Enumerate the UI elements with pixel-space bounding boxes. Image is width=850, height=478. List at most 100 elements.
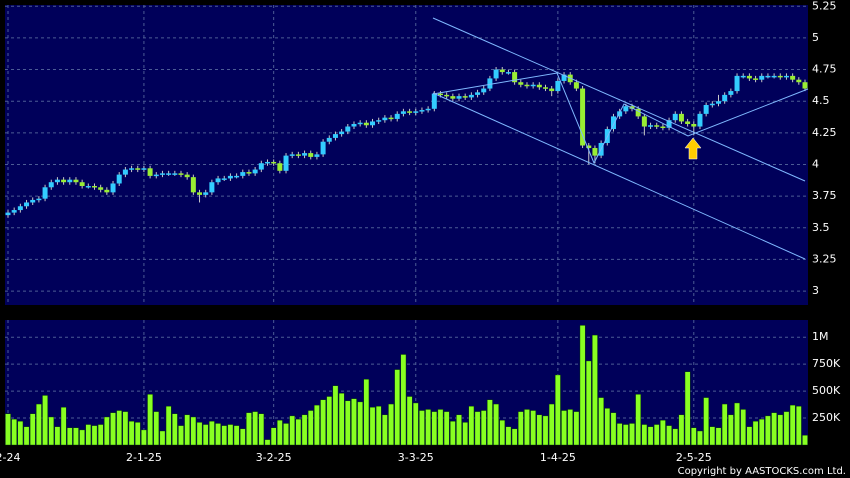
volume-bar — [765, 415, 771, 446]
volume-bar — [579, 325, 586, 446]
y-tick-label: 4.75 — [812, 63, 837, 76]
volume-bar — [462, 422, 468, 446]
volume-bar — [375, 406, 382, 446]
candle-body — [475, 92, 481, 95]
volume-bar — [623, 424, 629, 446]
volume-bar — [66, 427, 73, 446]
x-tick-label: 1-4-25 — [540, 451, 576, 464]
candle-body — [753, 78, 759, 80]
y-tick-label: 750K — [812, 357, 841, 370]
candle-body — [672, 113, 678, 121]
volume-bar — [110, 412, 116, 446]
volume-bar — [703, 397, 709, 446]
volume-bar — [480, 410, 487, 446]
candle-body — [759, 75, 765, 80]
candle-body — [530, 84, 536, 87]
volume-bar — [802, 435, 808, 446]
candle-body — [54, 179, 60, 183]
volume-bar — [36, 403, 42, 446]
volume-bar — [270, 427, 277, 446]
volume-bar — [116, 410, 123, 446]
candle-body — [487, 78, 493, 89]
candle-body — [314, 154, 320, 157]
candle-body — [215, 178, 221, 183]
volume-bar — [227, 424, 234, 446]
volume-bar — [307, 410, 314, 446]
y-tick-label: 3.75 — [812, 189, 837, 202]
volume-bar — [561, 410, 567, 446]
volume-bar — [647, 426, 654, 446]
volume-bar — [233, 425, 240, 446]
candle-body — [425, 108, 431, 111]
candle-body — [555, 80, 561, 92]
candle-body — [264, 161, 270, 164]
volume-bar — [159, 430, 166, 446]
candle-body — [790, 75, 796, 80]
volume-bar — [122, 411, 129, 446]
volume-bar — [190, 416, 197, 446]
volume-bar — [97, 424, 104, 446]
candle-body — [610, 116, 616, 130]
candle-body — [147, 168, 153, 176]
labels: 5.25 5 4.75 4.5 4.25 4 3.75 3.5 3.25 3 1M 750K 500K 2… — [0, 0, 841, 464]
candle-body — [91, 186, 97, 188]
candle-body — [685, 121, 691, 124]
volume-bar — [690, 427, 697, 446]
candle-body — [573, 82, 579, 89]
candle-body — [635, 108, 641, 117]
candle-body — [308, 153, 314, 157]
volume-bar — [740, 409, 747, 446]
y-tick-label: 4.25 — [812, 126, 837, 139]
candle-body — [660, 126, 666, 129]
volume-bar — [11, 418, 17, 446]
volume-bar — [363, 379, 370, 446]
candle-body — [166, 173, 172, 175]
volume-bar — [221, 425, 228, 446]
volume-bar — [394, 369, 401, 446]
volume-bar — [425, 409, 431, 446]
candle-body — [48, 182, 54, 188]
y-tick-label: 4 — [812, 157, 819, 170]
y-tick-label: 4.5 — [812, 94, 830, 107]
volume-bar — [777, 414, 784, 446]
volume-bar — [629, 423, 635, 446]
grid — [5, 5, 808, 445]
volume-bar — [369, 407, 376, 446]
volume-bar — [184, 414, 190, 446]
volume-bar — [450, 421, 456, 446]
candle-body — [592, 148, 598, 156]
trend-line — [432, 92, 806, 260]
volume-bar — [573, 411, 580, 446]
volume-bar — [678, 414, 685, 446]
candle-body — [172, 173, 178, 175]
volume-bar — [437, 409, 444, 446]
y-tick-label: 1M — [812, 330, 829, 343]
volume-bar — [734, 402, 740, 446]
volume-bar — [147, 394, 153, 446]
candle-body — [302, 153, 308, 156]
volume-bar — [252, 411, 258, 446]
x-tick-label: 2-5-25 — [676, 451, 712, 464]
candle-body — [407, 111, 413, 113]
volume-bar — [653, 424, 660, 446]
candle-body — [36, 198, 42, 201]
y-tick-label: 500K — [812, 384, 841, 397]
candle-body — [129, 168, 135, 170]
candle-body — [462, 96, 468, 98]
candle-body — [431, 93, 437, 109]
candle-body — [258, 163, 264, 170]
candle-body — [444, 94, 450, 97]
volume-bar — [709, 426, 716, 446]
candle-body — [351, 123, 357, 127]
volume-bar — [172, 413, 178, 446]
volume-bar — [357, 401, 363, 446]
candle-body — [122, 169, 128, 175]
volume-bar — [295, 418, 302, 446]
candle-body — [481, 88, 487, 93]
volume-bar — [517, 411, 524, 446]
volume-bar — [215, 423, 221, 446]
volume-bar — [456, 414, 462, 446]
candle-body — [159, 173, 165, 175]
volume-bar — [79, 429, 85, 446]
